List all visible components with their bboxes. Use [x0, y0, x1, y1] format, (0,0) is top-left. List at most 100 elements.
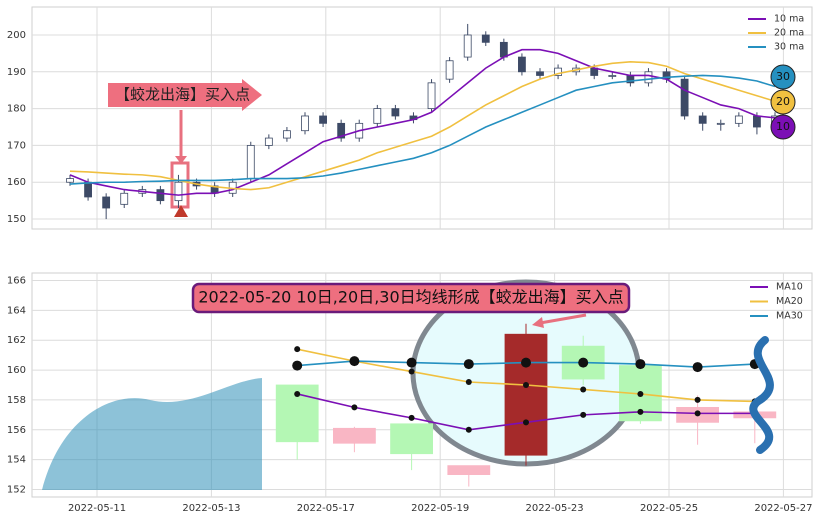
- annotation-text: 【蛟龙出海】买入点: [115, 86, 250, 104]
- candle-body: [373, 108, 382, 124]
- candle-body: [84, 181, 92, 198]
- y-tick-label: 180: [7, 104, 26, 115]
- top-panel: [31, 6, 813, 230]
- candle-body: [246, 145, 255, 179]
- legend-label: MA30: [776, 311, 803, 322]
- annotation-arrowhead: [532, 317, 544, 328]
- y-tick-label: 156: [7, 425, 26, 436]
- annotation-pointer: [539, 313, 587, 325]
- ma-marker: [692, 362, 703, 373]
- y-tick-label: 162: [7, 335, 26, 346]
- ma-marker: [635, 359, 646, 370]
- y-tick-label: 170: [7, 140, 26, 151]
- candle-body: [554, 67, 562, 76]
- dragon-decoration: [749, 336, 774, 454]
- candle-body: [518, 56, 526, 73]
- end-badge: [770, 89, 796, 115]
- candle-body: [504, 333, 548, 456]
- y-tick-label: 190: [7, 67, 26, 78]
- candle-body: [716, 122, 725, 125]
- ma-marker: [580, 386, 587, 393]
- x-tick-label: 2022-05-25: [640, 503, 698, 514]
- candle-body: [319, 115, 327, 124]
- end-badge-label: 20: [776, 95, 790, 108]
- candle-body: [174, 181, 183, 202]
- candle-body: [427, 82, 436, 110]
- ma-marker: [694, 396, 701, 403]
- candle-body: [66, 178, 74, 183]
- ma-marker: [294, 390, 301, 397]
- y-tick-label: 164: [7, 305, 26, 316]
- x-tick-label: 2022-05-13: [182, 503, 240, 514]
- candle-body: [536, 71, 544, 76]
- candle-body: [445, 60, 454, 80]
- y-tick-label: 166: [7, 275, 26, 286]
- legend-label: MA20: [776, 296, 803, 307]
- x-tick-label: 2022-05-11: [68, 503, 126, 514]
- signal-triangle: [174, 205, 188, 217]
- end-badge: [770, 114, 796, 140]
- candle-body: [332, 427, 376, 444]
- candle-body: [102, 196, 111, 209]
- candle-body: [734, 115, 743, 124]
- y-tick-label: 154: [7, 455, 26, 466]
- ma-line: [69, 48, 776, 196]
- ma-marker: [465, 426, 472, 433]
- ma-marker: [694, 410, 701, 417]
- candle-body: [698, 115, 707, 124]
- candle-body: [481, 34, 490, 43]
- ma-marker: [408, 368, 415, 375]
- candle-body: [644, 71, 653, 84]
- candle-body: [463, 34, 472, 58]
- ma-line: [69, 61, 776, 191]
- x-tick-label: 2022-05-17: [297, 503, 355, 514]
- ma-marker: [521, 357, 531, 368]
- ma-marker: [463, 359, 474, 370]
- y-tick-label: 152: [7, 485, 26, 496]
- candle-body: [608, 75, 617, 77]
- ma-marker: [465, 379, 472, 386]
- candle-body: [753, 115, 761, 128]
- candle-body: [156, 189, 165, 202]
- legend-label: 30 ma: [774, 42, 804, 53]
- y-tick-label: 150: [7, 214, 26, 225]
- ma-marker: [294, 346, 301, 353]
- ma-marker: [637, 390, 644, 397]
- end-badge-label: 10: [776, 120, 790, 133]
- x-tick-label: 2022-05-23: [526, 503, 584, 514]
- ma-marker: [292, 360, 303, 371]
- x-tick-label: 2022-05-19: [411, 503, 469, 514]
- candle-body: [301, 115, 309, 132]
- ma-marker: [637, 408, 644, 415]
- ma-marker: [351, 404, 358, 411]
- legend-label: MA10: [776, 282, 803, 293]
- candle-body: [390, 423, 434, 455]
- y-tick-label: 160: [7, 177, 26, 188]
- candle-body: [283, 130, 291, 139]
- ma-marker: [580, 411, 587, 418]
- ma-marker: [349, 356, 360, 367]
- y-tick-label: 160: [7, 365, 26, 376]
- candle-body: [337, 122, 346, 139]
- ma-marker: [523, 419, 529, 426]
- annotation-arrowhead: [175, 156, 187, 164]
- ma-marker: [406, 357, 417, 368]
- x-tick-label: 2022-05-27: [754, 503, 812, 514]
- end-badge-label: 30: [776, 70, 790, 83]
- y-tick-label: 200: [7, 30, 26, 41]
- y-tick-label: 158: [7, 395, 26, 406]
- end-badge: [770, 64, 796, 90]
- candle-body: [447, 465, 491, 476]
- ma-marker: [578, 357, 589, 368]
- candle-body: [680, 78, 689, 117]
- legend-label: 20 ma: [774, 28, 804, 39]
- ma-marker: [408, 414, 415, 421]
- candle-body: [120, 192, 129, 205]
- candle-body: [499, 41, 508, 58]
- candle-body: [264, 137, 273, 146]
- ma-marker: [523, 382, 529, 388]
- annotation-text: 2022-05-20 10日,20日,30日均线形成【蛟龙出海】买入点: [198, 288, 623, 307]
- legend-label: 10 ma: [774, 14, 804, 25]
- wave-decoration: [42, 378, 262, 490]
